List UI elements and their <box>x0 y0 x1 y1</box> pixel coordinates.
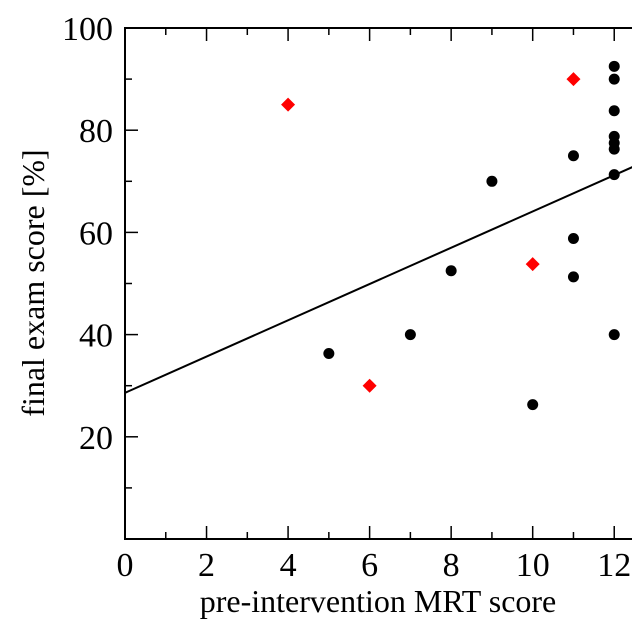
data-point-circle <box>445 265 457 277</box>
regression-line <box>124 166 632 394</box>
data-point-circle <box>608 60 620 72</box>
x-axis-ticks: 0 2 4 6 8 10 12 <box>117 28 631 584</box>
x-tick-label: 4 <box>280 547 297 584</box>
y-tick-label: 20 <box>79 420 113 457</box>
data-point-circle <box>486 175 498 187</box>
data-point-circle <box>608 105 620 117</box>
x-tick-label: 0 <box>117 547 134 584</box>
data-point-circle <box>608 329 620 341</box>
data-point-circle <box>567 271 579 283</box>
y-tick-label: 100 <box>62 11 113 48</box>
data-point-circle <box>608 169 620 181</box>
y-tick-label: 80 <box>79 113 113 150</box>
data-point-circle <box>323 348 335 360</box>
data-point-diamond <box>525 257 540 272</box>
x-tick-label: 8 <box>443 547 460 584</box>
data-point-circle <box>608 73 620 85</box>
data-point-diamond <box>566 72 581 87</box>
data-point-circle <box>608 143 620 155</box>
data-point-circle <box>404 329 416 341</box>
y-tick-label: 60 <box>79 215 113 252</box>
data-points <box>281 60 620 411</box>
regression-line-group <box>124 166 632 394</box>
plot-frame <box>124 27 632 540</box>
y-axis-label: final exam score [%] <box>15 149 51 416</box>
y-tick-label: 40 <box>79 318 113 355</box>
x-tick-label: 2 <box>198 547 215 584</box>
data-point-circle <box>567 233 579 245</box>
data-point-diamond <box>362 378 377 393</box>
x-axis-label: pre-intervention MRT score <box>200 583 557 619</box>
x-tick-label: 12 <box>597 547 631 584</box>
data-point-circle <box>567 150 579 162</box>
x-tick-label: 10 <box>516 547 550 584</box>
x-tick-label: 6 <box>361 547 378 584</box>
y-axis-ticks: 20 40 60 80 100 <box>62 11 138 489</box>
data-point-diamond <box>281 97 296 112</box>
data-point-circle <box>527 399 539 411</box>
